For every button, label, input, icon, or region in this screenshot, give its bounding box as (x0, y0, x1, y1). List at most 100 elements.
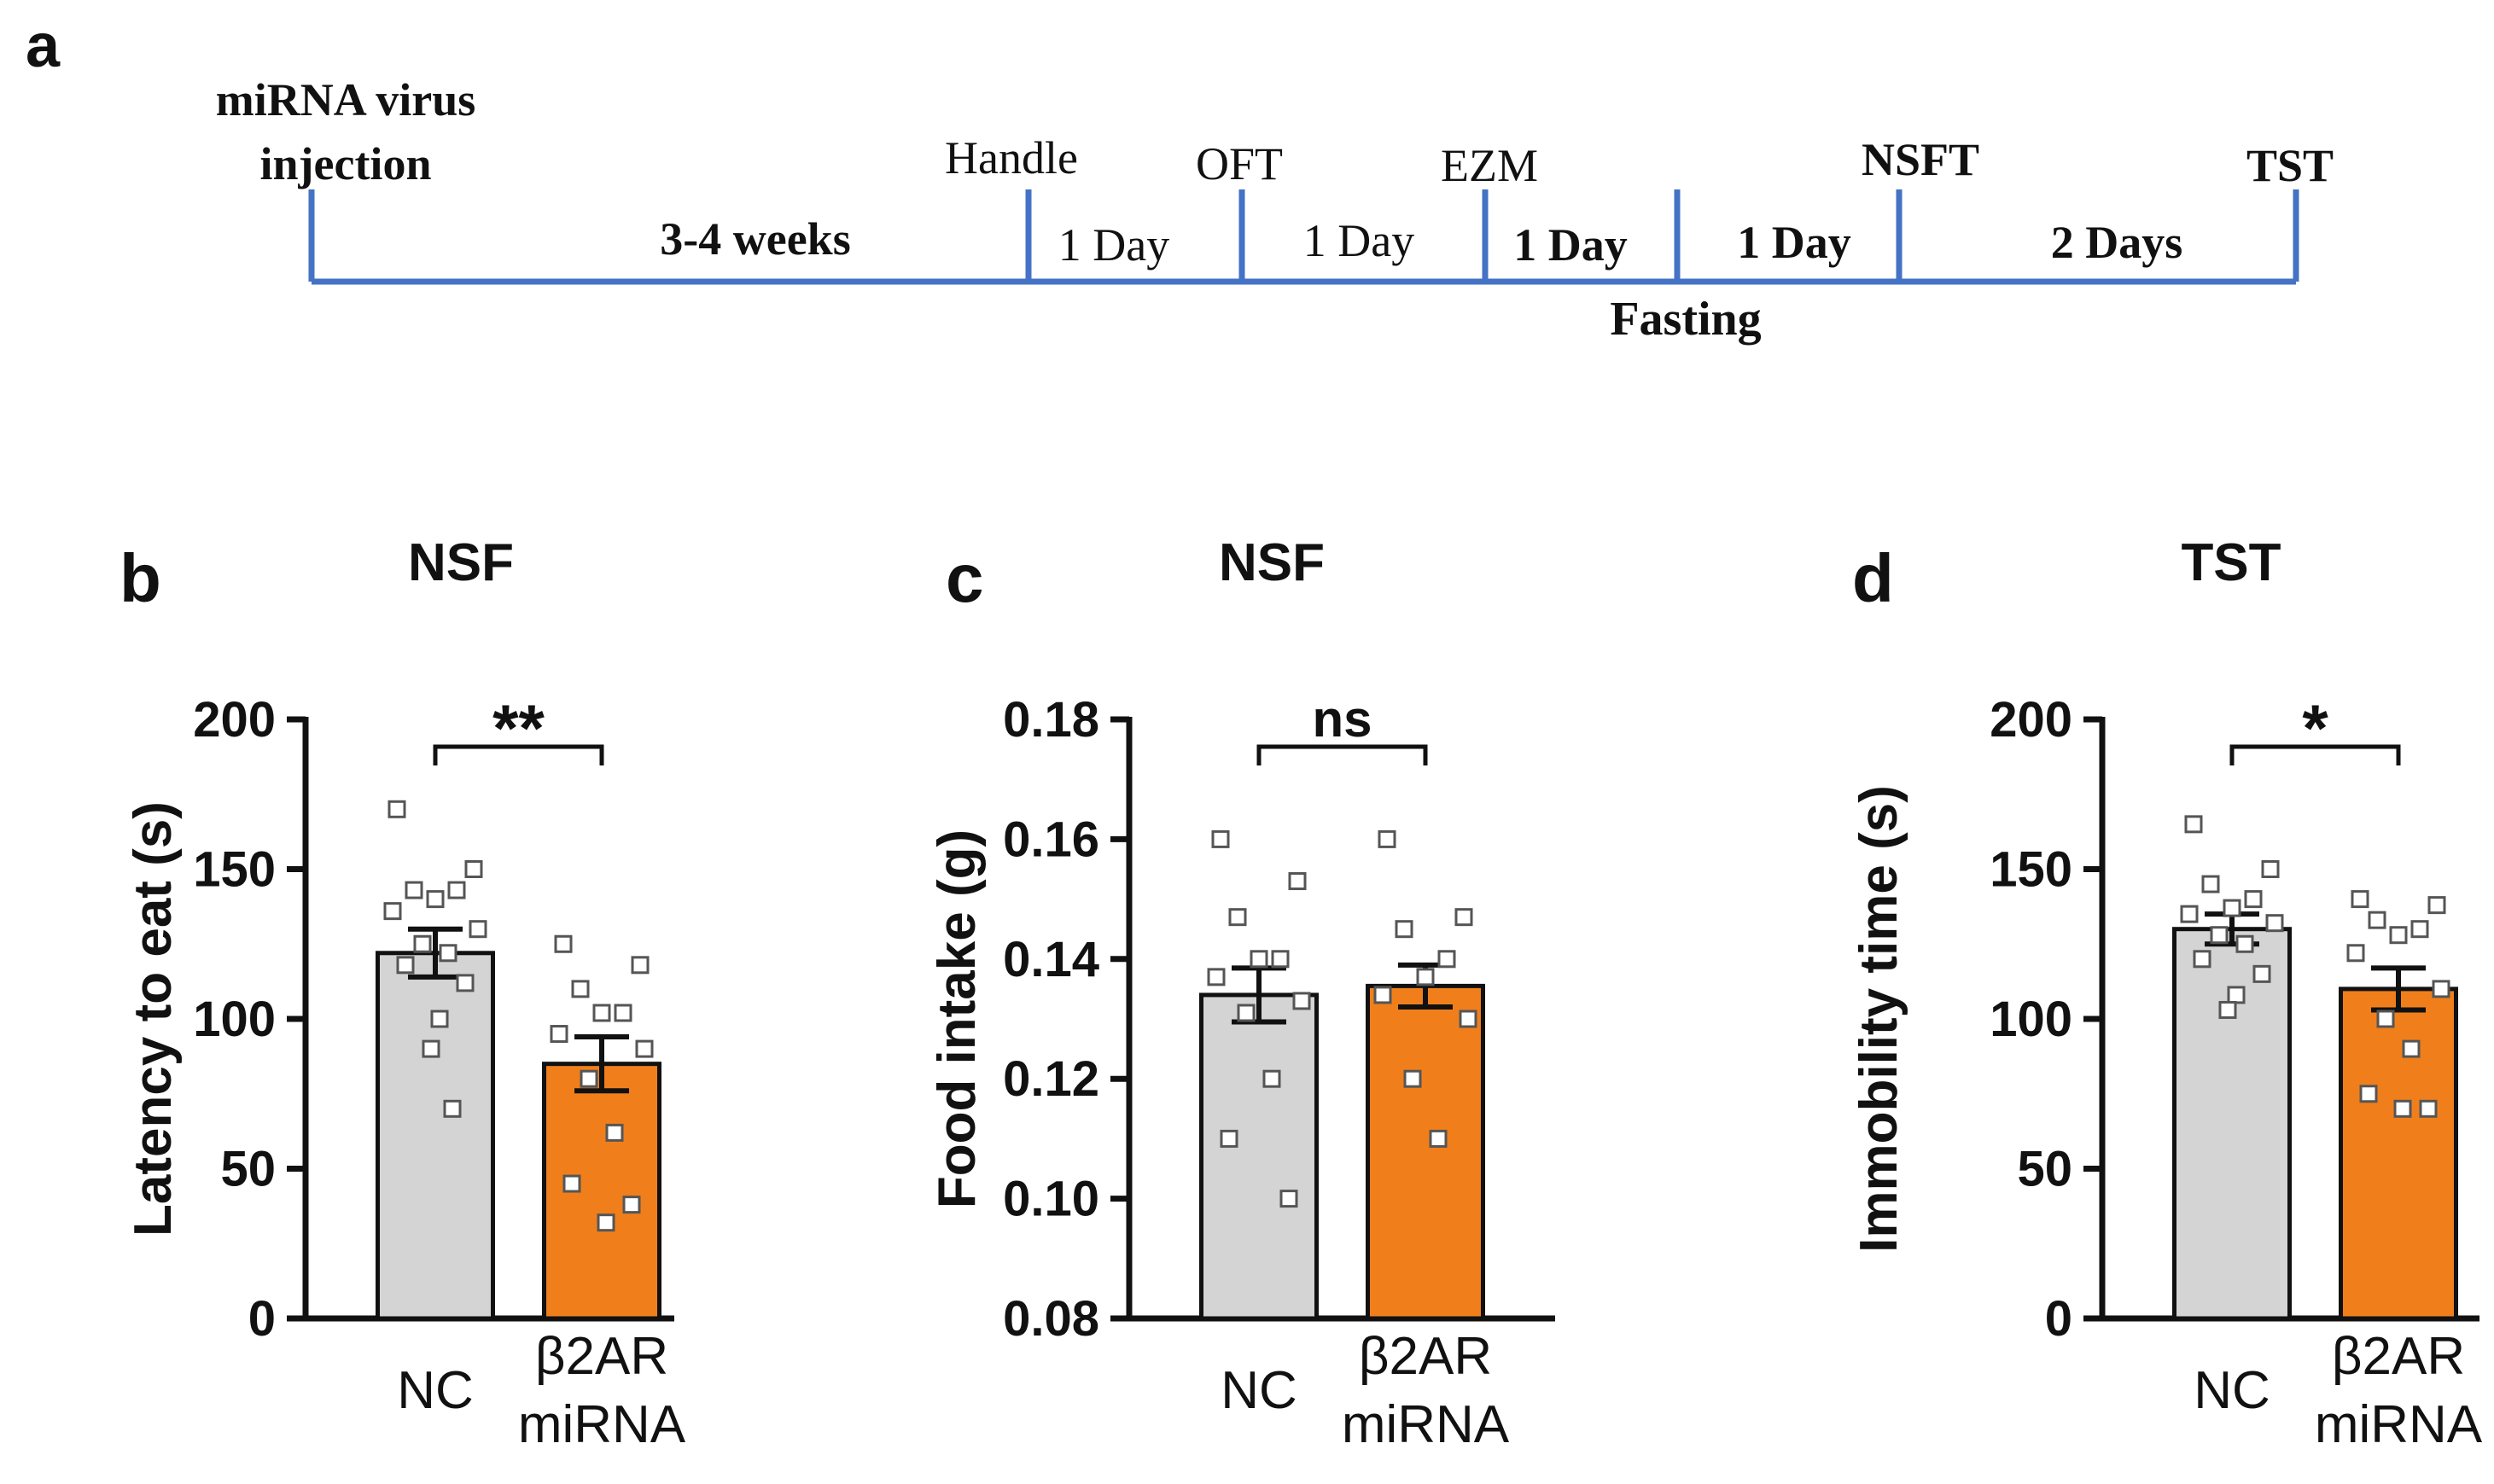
x-category-label: β2AR (2332, 1327, 2465, 1386)
timeline-interval-label: 3-4 weeks (660, 213, 850, 265)
y-tick-label: 200 (193, 692, 276, 748)
x-category-label: NC (397, 1361, 474, 1420)
timeline-event-label-line: TST (2246, 140, 2334, 191)
data-point (2402, 1039, 2421, 1058)
data-point (1437, 950, 1456, 969)
x-category-label: miRNA (518, 1395, 686, 1454)
timeline-interval-label: 1 Day (1513, 219, 1628, 271)
data-point (2201, 875, 2220, 893)
bar-nc (376, 951, 495, 1321)
data-point (2184, 815, 2203, 834)
data-point (2419, 1099, 2438, 1118)
data-point (631, 956, 650, 975)
data-point (1228, 908, 1247, 927)
data-point (464, 860, 483, 878)
data-point (1395, 920, 1413, 939)
data-point (635, 1039, 654, 1058)
y-axis-label: Food intake (g) (928, 829, 987, 1208)
data-point (2261, 860, 2280, 878)
data-point (2235, 934, 2254, 953)
data-point (2180, 905, 2199, 923)
data-point (2227, 986, 2246, 1004)
data-point (2376, 1010, 2395, 1028)
timeline-fasting-label: Fasting (1610, 293, 1761, 346)
data-point (1262, 1069, 1281, 1088)
data-point (396, 956, 415, 975)
x-category-label: β2AR (535, 1327, 668, 1386)
y-tick-label: 0.16 (1003, 812, 1099, 867)
timeline-interval-label: 2 Days (2051, 217, 2183, 268)
data-point (422, 1039, 440, 1058)
data-point (550, 1025, 568, 1044)
data-point (571, 980, 590, 998)
timeline-event-label: Handle (945, 132, 1078, 183)
data-point (554, 934, 573, 953)
data-point (2351, 890, 2369, 909)
data-point (1454, 908, 1473, 927)
significance-label: ** (492, 690, 545, 765)
data-point (580, 1069, 598, 1088)
significance-bracket (1256, 744, 1428, 765)
data-point (443, 1099, 462, 1118)
timeline-labels: miRNA virus injection Handle OFT EZM NSFT TST 3… (216, 74, 2334, 346)
data-point (597, 1213, 615, 1232)
data-point (469, 920, 487, 939)
bar-b2ar-mirna (542, 1062, 661, 1321)
timeline-event-label: NSFT (1862, 134, 1979, 185)
x-category-label: miRNA (1342, 1395, 1510, 1454)
data-point (1416, 968, 1435, 986)
timeline-event-label-line: EZM (1441, 140, 1538, 191)
data-point (2393, 1099, 2412, 1118)
y-tick-label: 0 (248, 1291, 276, 1347)
data-point (1292, 992, 1311, 1010)
data-point (2368, 911, 2386, 929)
data-point (447, 881, 466, 899)
y-tick-label: 100 (193, 992, 276, 1047)
panel-letter-c: c (946, 540, 984, 616)
panel-letter-b: b (119, 540, 161, 616)
significance-bracket (433, 744, 604, 765)
y-axis-label: Immobility time (s) (1850, 785, 1908, 1253)
data-point (439, 944, 457, 963)
data-point (2359, 1085, 2378, 1103)
data-point (1403, 1069, 1422, 1088)
data-point (1373, 986, 1392, 1004)
data-point (1211, 829, 1230, 848)
x-category-label: NC (2194, 1361, 2270, 1420)
x-category-label: miRNA (2315, 1395, 2483, 1454)
timeline-event-label: miRNA virus injection (216, 74, 476, 189)
timeline-event-label: OFT (1196, 138, 1283, 189)
x-category-label: NC (1221, 1361, 1297, 1420)
y-tick-label: 0.18 (1003, 692, 1099, 748)
timeline-interval-label: 1 Day (1737, 217, 1851, 268)
data-point (1220, 1129, 1238, 1148)
data-point (2244, 890, 2263, 909)
y-tick-label: 0.10 (1003, 1172, 1099, 1227)
data-point (592, 1004, 611, 1022)
timeline-event-label-line: Handle (945, 132, 1078, 183)
timeline-event-label: TST (2246, 140, 2334, 191)
y-tick-label: 150 (1990, 842, 2072, 898)
bar-b2ar-mirna (2339, 986, 2458, 1321)
y-axis-label: Latency to eat (s) (124, 801, 183, 1237)
significance-bracket (2229, 744, 2401, 765)
data-point (622, 1196, 641, 1214)
data-point (2223, 899, 2241, 917)
data-point (388, 800, 406, 818)
y-tick-label: 50 (220, 1142, 276, 1197)
data-point (1378, 829, 1396, 848)
data-point (426, 890, 445, 909)
data-point (2218, 1000, 2237, 1019)
bar-nc (1199, 992, 1319, 1321)
chart-panel-c: NSF Food intake (g) 0.08 0.10 0.12 0.14 0.16 0.… (928, 533, 1555, 1454)
y-tick-label: 150 (193, 842, 276, 898)
y-tick-label: 0 (2045, 1291, 2072, 1347)
data-point (456, 974, 475, 992)
data-point (2410, 920, 2429, 939)
timeline-axis (308, 189, 2299, 285)
timeline-panel: a miRNA virus injection Handle OFT EZM NSFT TS… (26, 12, 2334, 346)
data-point (1459, 1010, 1477, 1028)
significance-label: ns (1312, 690, 1372, 748)
chart-panel-d: TST Immobility time (s) 0 50 100 150 200 NC β2AR… (1850, 533, 2483, 1454)
